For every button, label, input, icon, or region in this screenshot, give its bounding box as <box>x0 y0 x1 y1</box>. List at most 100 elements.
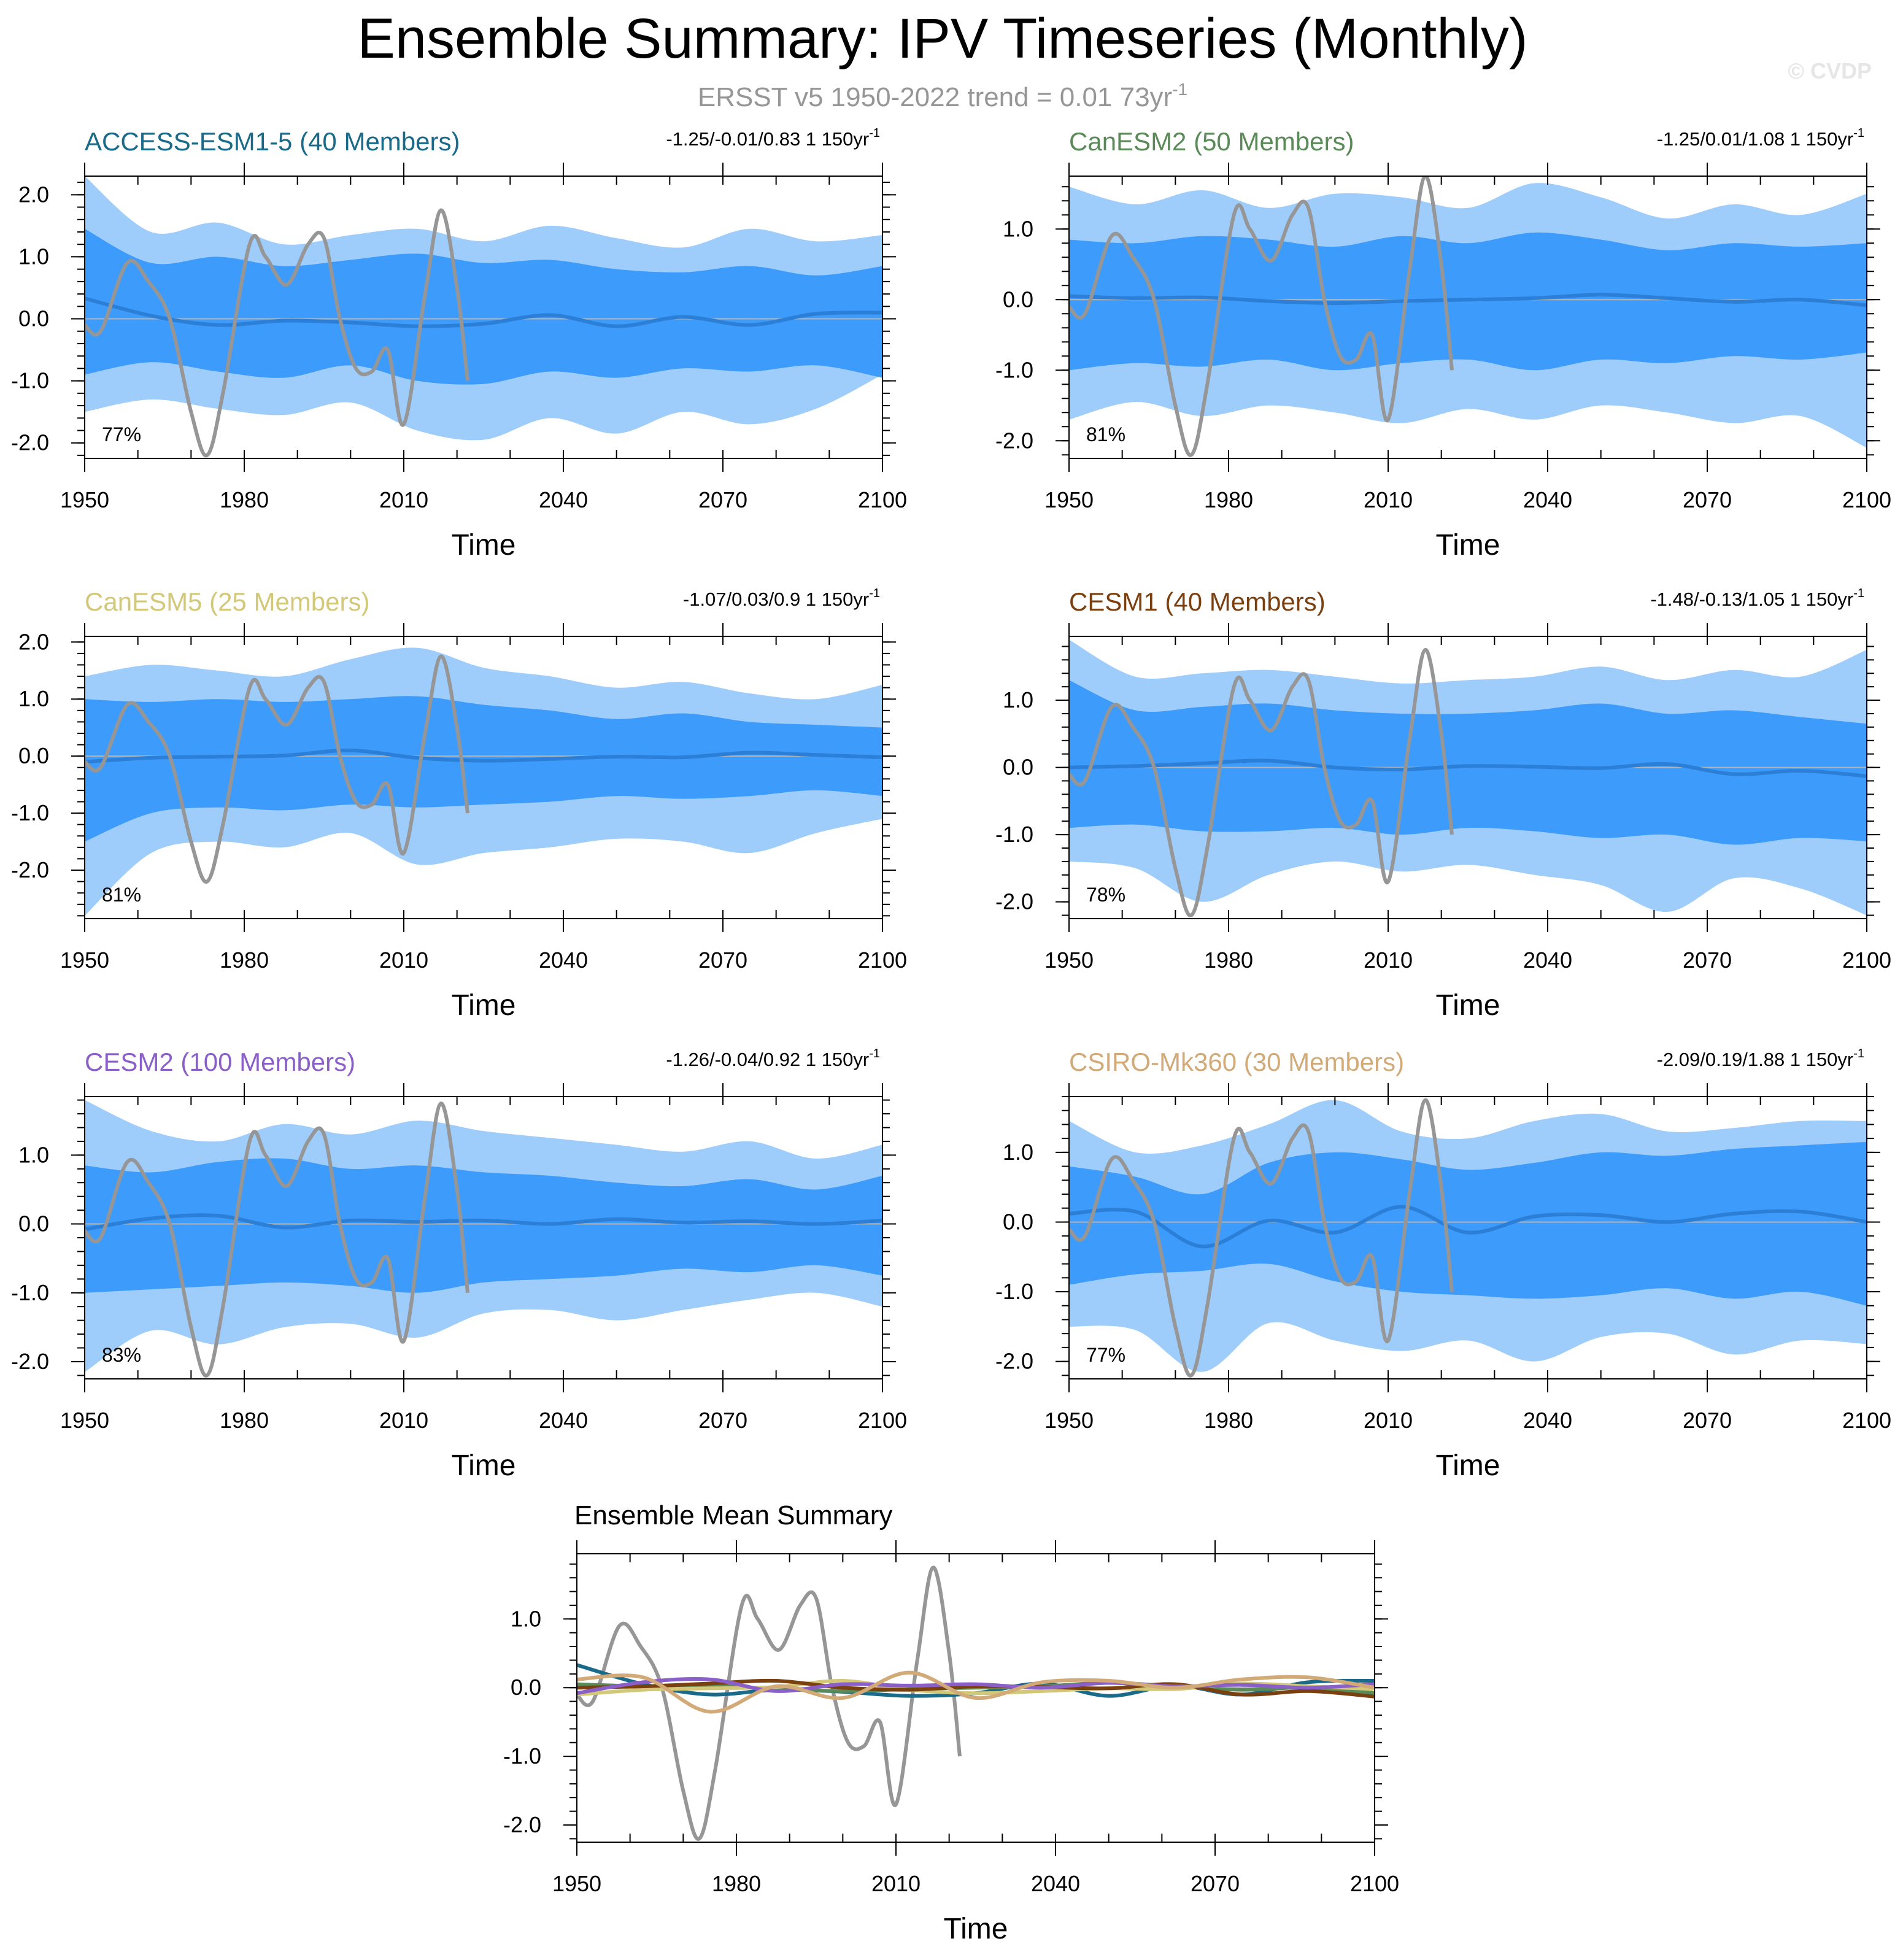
chart-panel-3: 1950 1980 2010 2040 2070 2100 -2.0 -1.0 0.0 1.0 2.… <box>11 587 907 1022</box>
plot-frame <box>1068 176 1867 459</box>
x-axis-label: Time <box>1436 529 1500 561</box>
observed-line <box>1069 176 1454 457</box>
figure-subtitle: ERSST v5 1950-2022 trend = 0.01 73yr-1 <box>698 80 1187 112</box>
figure-subtitle-text: ERSST v5 1950-2022 trend = 0.01 73yr <box>698 82 1172 112</box>
y-tick-label: 1.0 <box>1003 216 1033 241</box>
y-tick-label: 0.0 <box>1003 287 1033 312</box>
x-tick-label: 1950 <box>60 947 109 973</box>
x-tick-label: 2100 <box>1842 1408 1891 1433</box>
x-axis-label: Time <box>452 529 516 561</box>
y-tick-label: 2.0 <box>18 629 49 654</box>
x-tick-label: 2040 <box>1523 487 1572 512</box>
x-tick-label: 2040 <box>539 1408 588 1433</box>
x-tick-label: 2100 <box>1842 487 1891 512</box>
x-tick-label: 1980 <box>220 487 269 512</box>
ensemble-mean-line <box>85 1213 882 1232</box>
inner-range-band <box>85 1158 882 1293</box>
x-axis-label: Time <box>452 1449 516 1482</box>
ensemble-mean-series-4 <box>577 1678 1375 1699</box>
trend-stats-label: -1.48/-0.13/1.05 1 150yr-1 <box>1650 587 1864 610</box>
ensemble-mean-series-5 <box>577 1676 1375 1696</box>
chart-panel-2: 1950 1980 2010 2040 2070 2100 -2.0 -1.0 0.0 1.0 Ca… <box>995 126 1891 561</box>
percent-label: 83% <box>102 1344 141 1366</box>
chart-panel-4: 1950 1980 2010 2040 2070 2100 -2.0 -1.0 0.0 1.0 CE… <box>995 587 1891 1022</box>
trend-stats-superscript: -1 <box>1853 126 1864 140</box>
y-tick-label: 1.0 <box>1003 687 1033 712</box>
plot-frame <box>1068 636 1867 919</box>
plot-frame <box>84 636 883 919</box>
x-tick-label: 2070 <box>1683 487 1732 512</box>
x-tick-label: 2100 <box>1842 947 1891 973</box>
x-tick-label: 1980 <box>1204 947 1253 973</box>
x-tick-label: 2010 <box>379 487 428 512</box>
x-tick-label: 2100 <box>858 947 907 973</box>
trend-stats-superscript: -1 <box>1853 587 1864 600</box>
trend-stats-label: -1.25/0.01/1.08 1 150yr-1 <box>1657 126 1864 150</box>
x-tick-label: 2100 <box>1350 1871 1399 1896</box>
trend-stats-label: -1.26/-0.04/0.92 1 150yr-1 <box>666 1047 880 1070</box>
x-tick-label: 2070 <box>698 947 747 973</box>
y-tick-label: -2.0 <box>995 428 1033 453</box>
x-tick-label: 1950 <box>1044 947 1094 973</box>
cvdp-watermark: © CVDP <box>1788 58 1872 83</box>
x-tick-label: 2040 <box>1523 1408 1572 1433</box>
trend-stats-text: -1.26/-0.04/0.92 1 150yr <box>666 1049 869 1070</box>
x-tick-label: 1980 <box>1204 487 1253 512</box>
observed-line <box>1069 647 1454 917</box>
y-tick-label: 1.0 <box>18 244 49 269</box>
percent-label: 78% <box>1086 884 1125 906</box>
panel-title: CSIRO-Mk360 (30 Members) <box>1069 1048 1404 1076</box>
y-tick-label: 1.0 <box>18 1142 49 1167</box>
trend-stats-text: -1.07/0.03/0.9 1 150yr <box>683 588 869 610</box>
y-tick-label: -2.0 <box>995 889 1033 914</box>
x-tick-label: 2040 <box>539 487 588 512</box>
x-tick-label: 2010 <box>1364 1408 1413 1433</box>
x-tick-label: 1980 <box>1204 1408 1253 1433</box>
y-tick-label: -1.0 <box>11 800 49 825</box>
trend-stats-label: -1.25/-0.01/0.83 1 150yr-1 <box>666 126 880 150</box>
trend-stats-superscript: -1 <box>869 587 880 600</box>
x-tick-label: 2070 <box>698 487 747 512</box>
plot-area <box>85 1100 882 1378</box>
y-tick-label: -1.0 <box>11 1280 49 1305</box>
percent-label: 77% <box>102 423 141 446</box>
plot-area <box>85 176 882 458</box>
x-axis-label: Time <box>1436 989 1500 1022</box>
y-tick-label: -2.0 <box>11 1349 49 1374</box>
y-tick-label: 0.0 <box>18 743 49 768</box>
ensemble-mean-line <box>85 296 882 328</box>
panel-title: Ensemble Mean Summary <box>574 1500 892 1530</box>
x-tick-label: 1980 <box>712 1871 761 1896</box>
ensemble-mean-series-6 <box>577 1670 1375 1714</box>
y-tick-label: -1.0 <box>11 368 49 393</box>
y-tick-label: 2.0 <box>18 182 49 207</box>
panel-title: CESM2 (100 Members) <box>85 1048 355 1076</box>
y-tick-label: -1.0 <box>503 1743 541 1769</box>
x-tick-label: 2040 <box>1523 947 1572 973</box>
trend-stats-superscript: -1 <box>1853 1047 1864 1060</box>
observed-line <box>85 654 469 884</box>
y-tick-label: 0.0 <box>511 1675 541 1700</box>
trend-stats-text: -2.09/0.19/1.88 1 150yr <box>1657 1049 1854 1070</box>
plot-area <box>1069 1098 1867 1378</box>
y-tick-label: 0.0 <box>1003 755 1033 780</box>
plot-area <box>1069 176 1867 457</box>
x-tick-label: 2010 <box>1364 947 1413 973</box>
chart-panel-5: 1950 1980 2010 2040 2070 2100 -2.0 -1.0 0.0 1.0 CE… <box>11 1047 907 1482</box>
x-tick-label: 1950 <box>60 487 109 512</box>
y-tick-label: 1.0 <box>18 686 49 711</box>
observed-line <box>1069 1098 1454 1378</box>
x-tick-label: 2070 <box>1191 1871 1240 1896</box>
percent-label: 81% <box>1086 423 1125 446</box>
x-tick-label: 2070 <box>698 1408 747 1433</box>
panel-title: CanESM2 (50 Members) <box>1069 127 1354 156</box>
chart-panel-1: 1950 1980 2010 2040 2070 2100 -2.0 -1.0 0.0 1.0 2.… <box>11 126 907 561</box>
ensemble-mean-line <box>1069 293 1867 307</box>
x-tick-label: 2010 <box>1364 487 1413 512</box>
x-tick-label: 1980 <box>220 947 269 973</box>
y-tick-label: 0.0 <box>18 1211 49 1237</box>
trend-stats-text: -1.48/-0.13/1.05 1 150yr <box>1650 588 1853 610</box>
percent-label: 77% <box>1086 1344 1125 1366</box>
x-axis-label: Time <box>1436 1449 1500 1482</box>
plot-area <box>85 647 882 916</box>
